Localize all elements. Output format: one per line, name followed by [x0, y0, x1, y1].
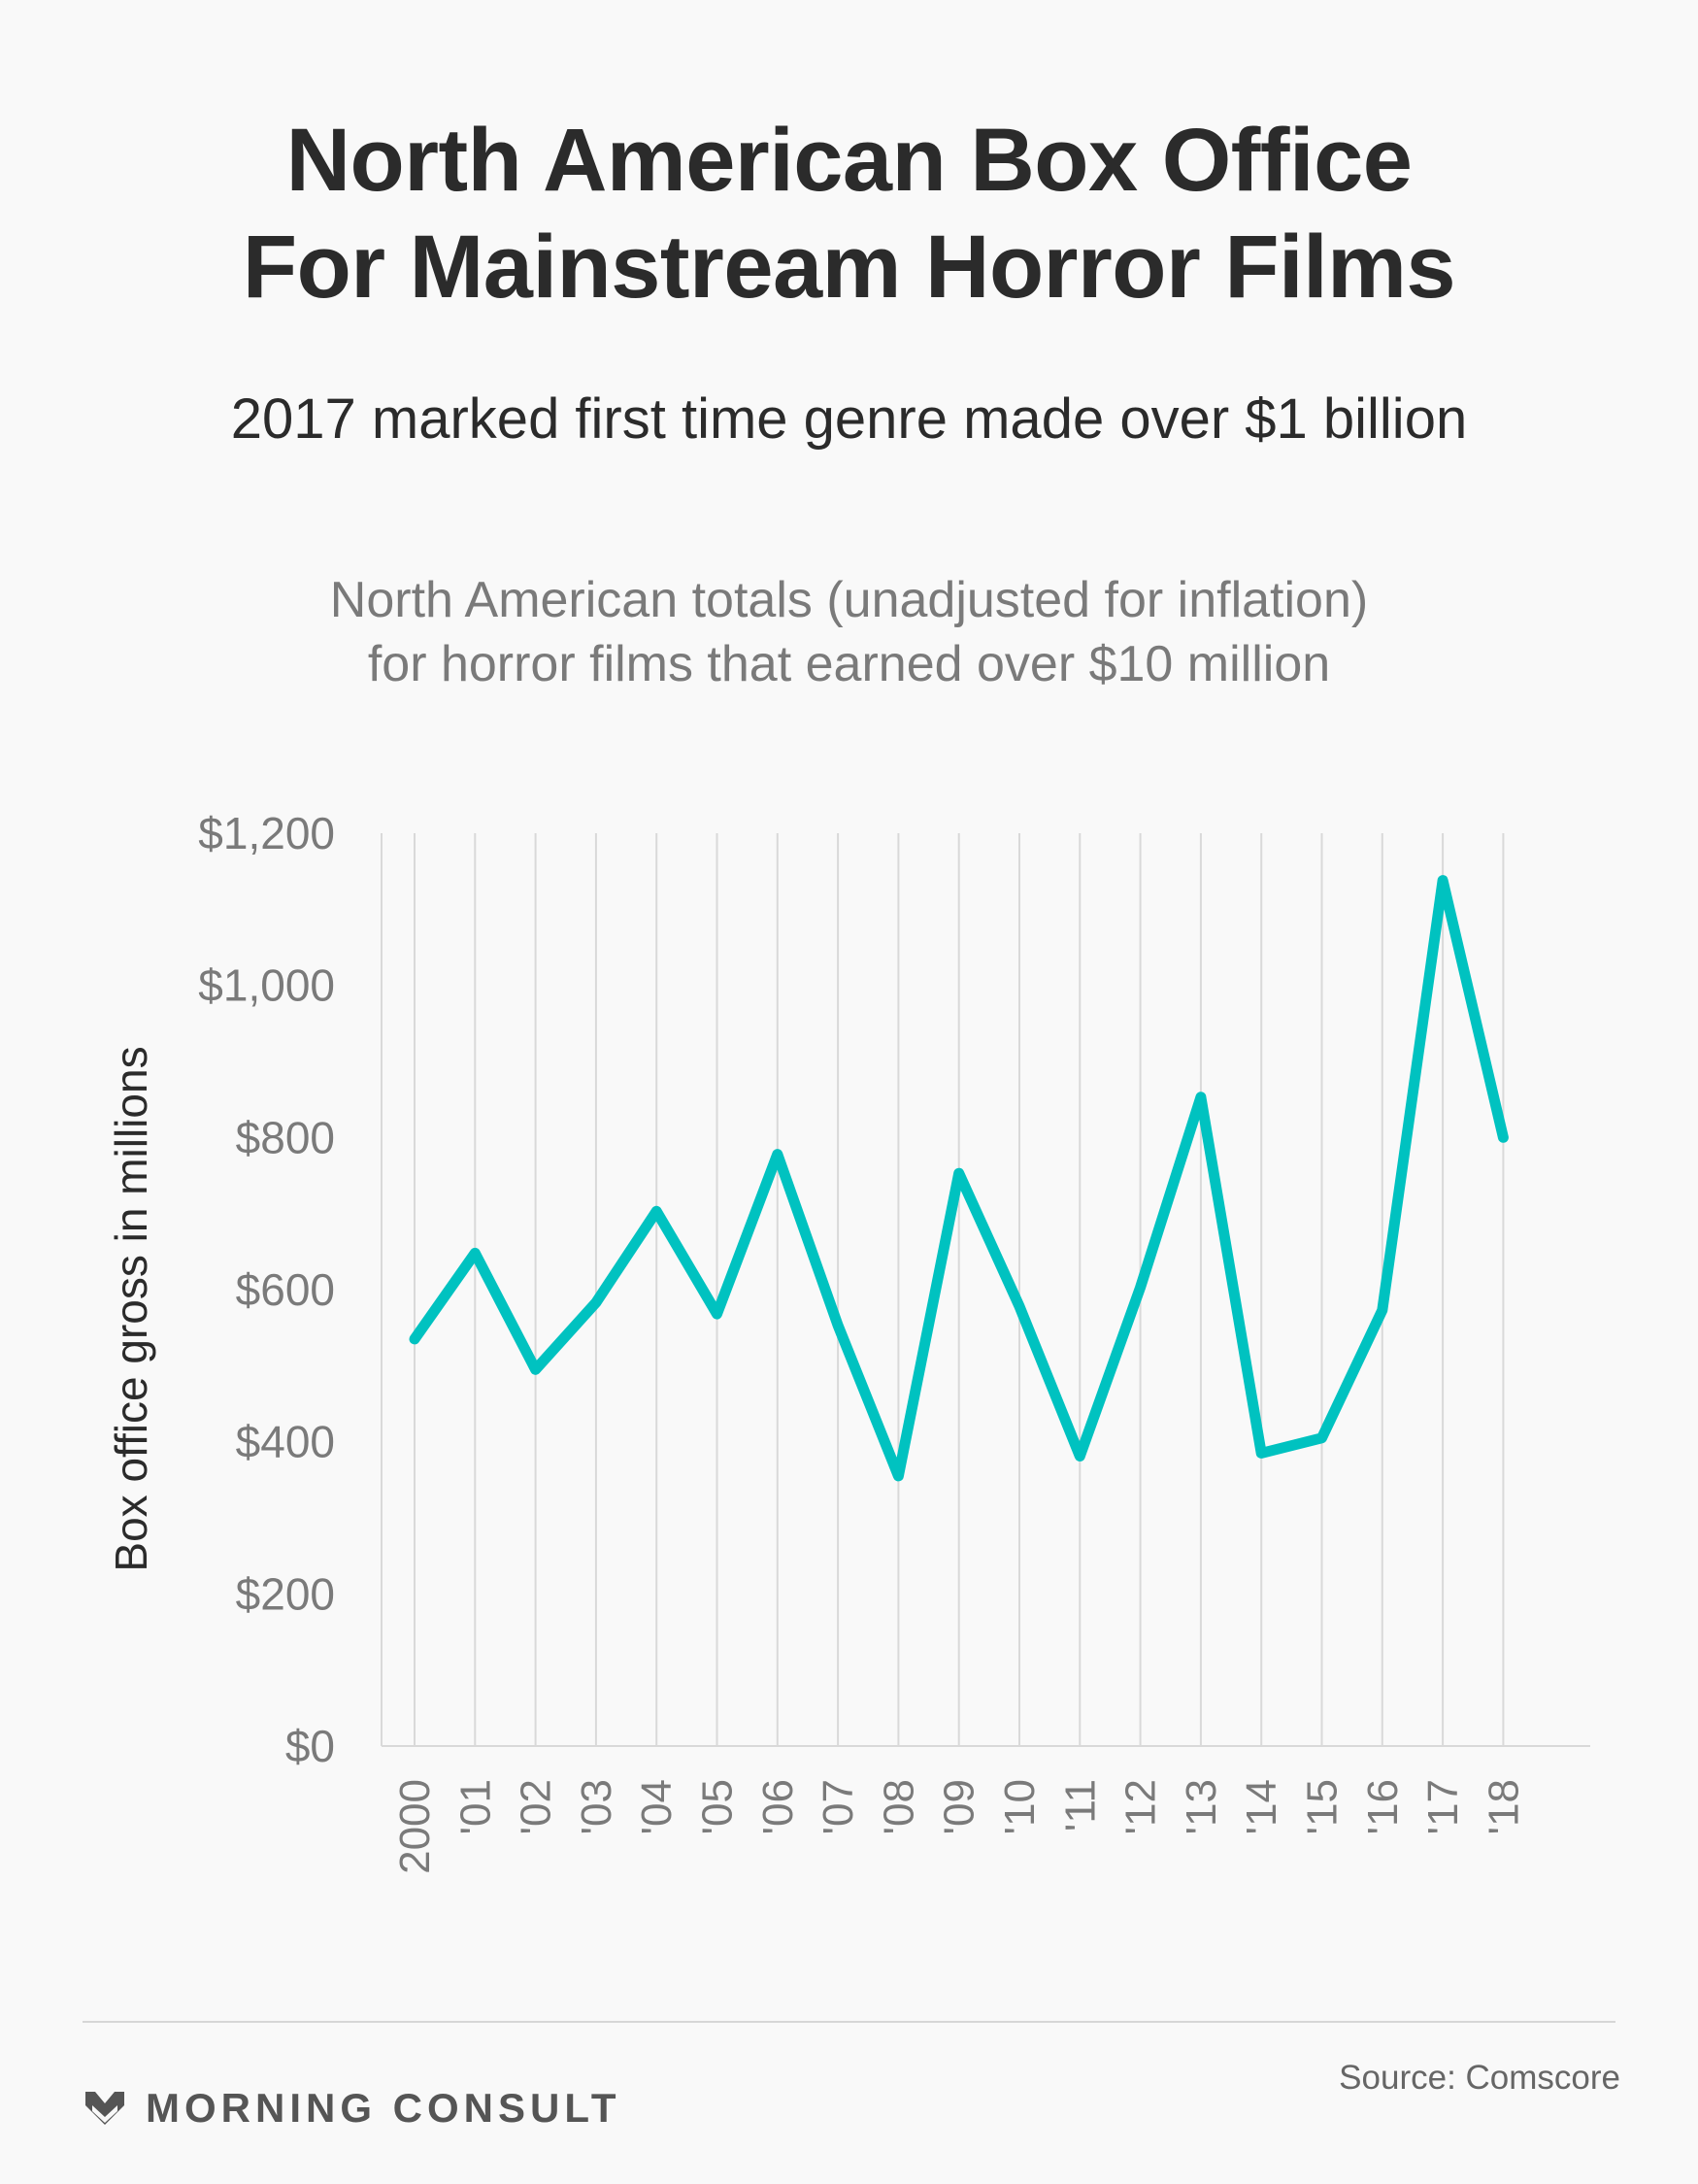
x-tick-label: '10 — [996, 1779, 1044, 1834]
chart-title: North American Box Office For Mainstream… — [0, 107, 1698, 320]
x-tick-label: 2000 — [391, 1779, 439, 1874]
chart-description-line-1: North American totals (unadjusted for in… — [329, 572, 1369, 628]
line-chart: $0 $200 $400 $600 $800 $1,000 $1,200 2000'01 '02… — [106, 808, 1590, 1874]
x-tick-label: '03 — [573, 1779, 620, 1834]
x-tick-label: '07 — [815, 1779, 862, 1834]
y-tick-label: $800 — [236, 1112, 335, 1162]
x-tick-label: '12 — [1117, 1779, 1165, 1834]
footer-divider — [83, 2021, 1615, 2023]
y-tick-label: $1,000 — [198, 960, 335, 1011]
x-tick-label: '18 — [1480, 1779, 1527, 1834]
y-tick-label: $200 — [236, 1568, 335, 1619]
x-tick-label: '02 — [513, 1779, 560, 1834]
series-line — [409, 875, 1509, 1482]
source-note: Source: Comscore — [1339, 2059, 1620, 2097]
x-tick-label: '16 — [1359, 1779, 1407, 1834]
y-tick-label: $600 — [236, 1264, 335, 1315]
x-tick-label: '01 — [451, 1779, 499, 1834]
x-tick-label: '08 — [875, 1779, 922, 1834]
x-tick-label: '09 — [936, 1779, 983, 1834]
y-tick-label: $400 — [236, 1417, 335, 1467]
x-tick-label: '17 — [1419, 1779, 1467, 1834]
chart-title-line-2: For Mainstream Horror Films — [242, 218, 1456, 317]
x-tick-label: '05 — [694, 1779, 742, 1834]
y-axis-title: Box office gross in millions — [106, 1046, 156, 1571]
chart-title-line-1: North American Box Office — [285, 111, 1413, 210]
x-tick-label: '06 — [754, 1779, 802, 1834]
chart-description-line-2: for horror films that earned over $10 mi… — [367, 636, 1331, 692]
y-tick-label: $0 — [285, 1721, 335, 1771]
x-tick-label: '11 — [1056, 1779, 1104, 1831]
x-tick-label: '13 — [1178, 1779, 1225, 1834]
brand-name: MORNING CONSULT — [146, 2085, 621, 2131]
chart-description: North American totals (unadjusted for in… — [0, 568, 1698, 696]
morning-consult-chevron-icon — [85, 2092, 124, 2125]
x-tick-label: '14 — [1238, 1779, 1285, 1834]
x-tick-label: '04 — [633, 1779, 681, 1834]
y-tick-label: $1,200 — [198, 808, 335, 858]
brand-logo: MORNING CONSULT — [85, 2083, 621, 2134]
chart-subtitle: 2017 marked first time genre made over $… — [230, 387, 1468, 451]
x-tick-label: '15 — [1299, 1779, 1347, 1834]
